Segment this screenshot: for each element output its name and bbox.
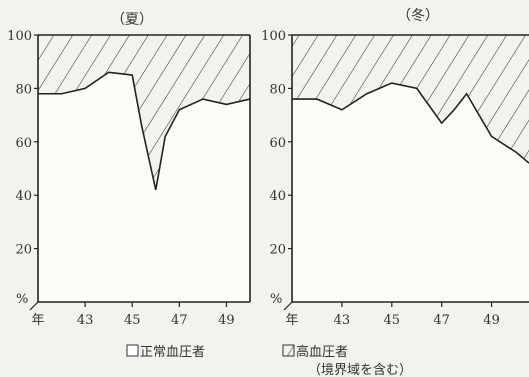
y-tick-label: 60	[15, 136, 32, 151]
y-tick-label: 40	[15, 189, 32, 204]
legend-normal-label: 正常血圧者	[140, 345, 205, 360]
normal-bp-area	[38, 72, 250, 302]
y-tick-label: 40	[269, 189, 286, 204]
x-tick-label: 45	[384, 313, 401, 328]
high-bp-area	[38, 35, 250, 190]
x-tick-label: 43	[77, 313, 94, 328]
high-bp-area	[292, 35, 529, 164]
winter-chart: 20 40 60 80 100%年 43 45 47 49 （冬）	[261, 8, 529, 328]
y-tick-label: 60	[269, 136, 286, 151]
y-unit-label: %	[16, 292, 28, 307]
x-tick-label: 45	[124, 313, 141, 328]
legend-high-label: 高血圧者	[296, 344, 348, 360]
chart-title: （冬）	[397, 8, 439, 24]
y-unit-label: %	[270, 292, 282, 307]
axis-origin-mark	[283, 301, 293, 311]
legend-note: （境界域を含む）	[308, 362, 412, 377]
legend-normal-swatch	[126, 344, 139, 357]
chart-title: （夏）	[111, 12, 153, 28]
x-tick-label: 43	[334, 313, 351, 328]
series-line	[292, 82, 529, 164]
x-tick-label: 47	[171, 313, 188, 328]
x-origin-label: 年	[285, 313, 298, 328]
legend: 正常血圧者 高血圧者 （境界域を含む）	[126, 344, 412, 377]
x-tick-label: 49	[483, 313, 500, 328]
axis-origin-mark	[29, 301, 39, 311]
x-origin-label: 年	[31, 313, 44, 328]
x-tick-label: 47	[433, 313, 450, 328]
normal-bp-area	[292, 83, 529, 302]
series-line	[38, 71, 251, 191]
y-tick-label: 80	[269, 82, 286, 97]
y-tick-label: 20	[269, 243, 286, 258]
y-tick-label: 20	[15, 243, 32, 258]
summer-chart: 20 40 60 80 100%年 43 45 47 49 （夏）	[7, 12, 251, 328]
y-tick-label: 100	[7, 29, 32, 44]
x-tick-label: 49	[218, 313, 235, 328]
legend-high-swatch	[282, 344, 295, 357]
y-tick-label: 100	[261, 29, 286, 44]
y-tick-label: 80	[15, 82, 32, 97]
